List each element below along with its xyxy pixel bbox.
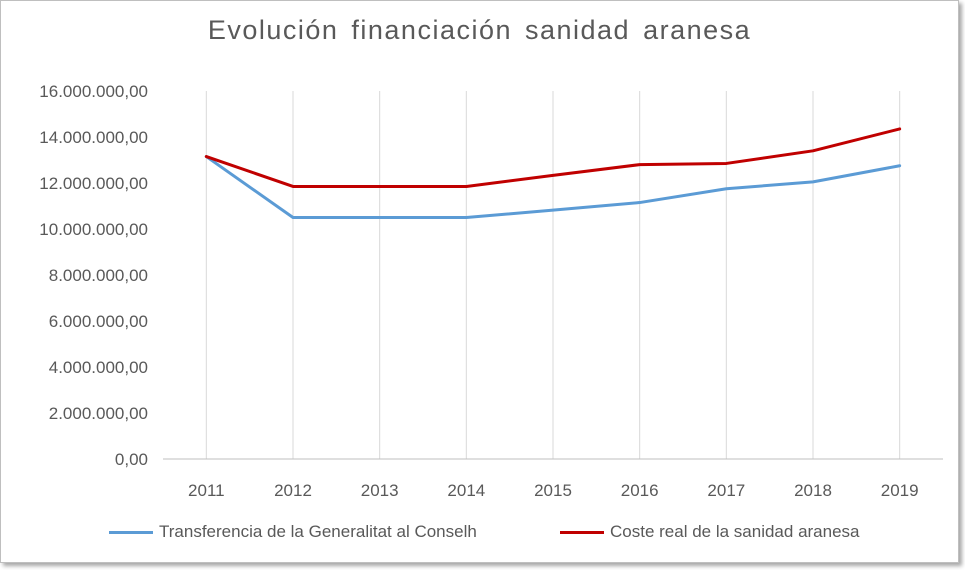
x-tick-label-2011: 2011 (188, 481, 225, 500)
series-line-transferencia (204, 155, 902, 219)
x-tick-label-2019: 2019 (881, 481, 919, 500)
legend-label-transferencia: Transferencia de la Generalitat al Conse… (159, 522, 477, 541)
legend: Transferencia de la Generalitat al Conse… (1, 519, 958, 545)
y-tick-label: 6.000.000,00 (49, 312, 148, 331)
y-tick-label: 14.000.000,00 (39, 128, 148, 147)
chart-title: Evolución financiación sanidad aranesa (207, 15, 752, 45)
x-tick-label-2012: 2012 (274, 481, 312, 500)
legend-swatch-coste-real (560, 530, 604, 534)
x-tick-label-2017: 2017 (707, 481, 745, 500)
plot-area: 0,00 2.000.000,00 4.000.000,00 6.000.000,00… (39, 82, 943, 500)
x-tick-label-2018: 2018 (794, 481, 832, 500)
x-tick-label-2014: 2014 (447, 481, 485, 500)
y-tick-label: 4.000.000,00 (49, 358, 148, 377)
series-line-coste-real (204, 127, 902, 188)
legend-swatch-transferencia (109, 530, 153, 534)
y-tick-label: 2.000.000,00 (49, 404, 148, 423)
legend-label-coste-real: Coste real de la sanidad aranesa (610, 522, 860, 541)
x-tick-label-2015: 2015 (534, 481, 572, 500)
y-tick-label: 12.000.000,00 (39, 174, 148, 193)
y-tick-label: 10.000.000,00 (39, 220, 148, 239)
x-tick-label-2013: 2013 (361, 481, 399, 500)
y-tick-label: 0,00 (115, 450, 148, 469)
legend-item-transferencia: Transferencia de la Generalitat al Conse… (109, 519, 477, 545)
y-tick-label: 8.000.000,00 (49, 266, 148, 285)
x-tick-label-2016: 2016 (621, 481, 659, 500)
y-tick-label: 16.000.000,00 (39, 82, 148, 101)
legend-item-coste-real: Coste real de la sanidad aranesa (560, 519, 860, 545)
